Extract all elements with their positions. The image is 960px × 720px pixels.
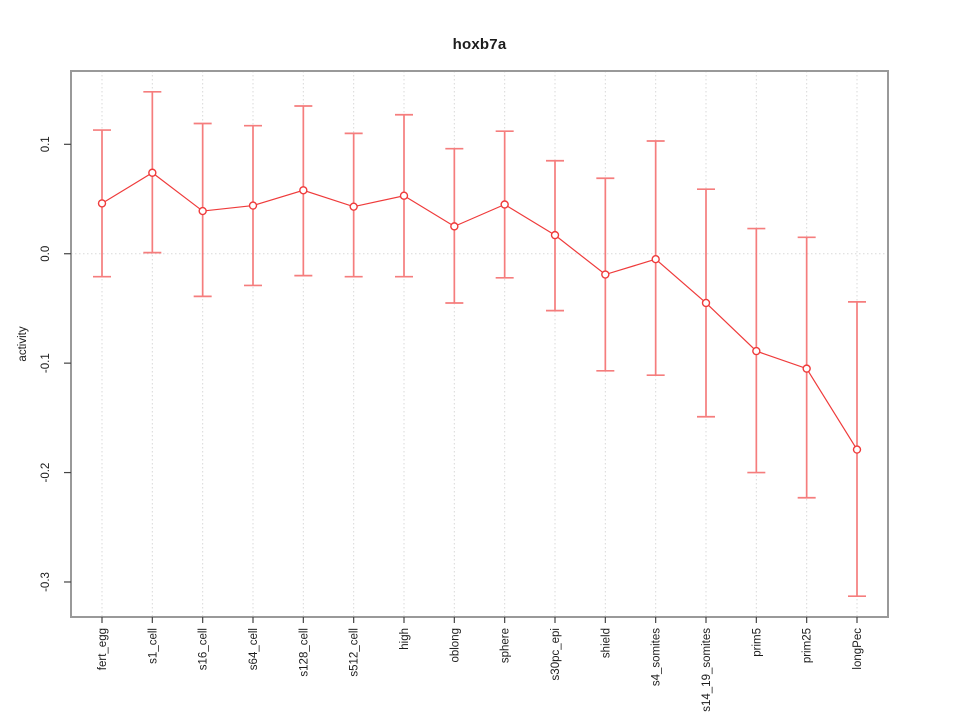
data-point: [450, 222, 459, 231]
x-tick-label: s16_cell: [198, 628, 210, 670]
data-point: [752, 346, 761, 356]
x-tick-label: fert_egg: [97, 628, 109, 670]
data-point: [399, 191, 409, 200]
x-tick-label: s128_cell: [298, 628, 310, 677]
y-tick-label: 0.0: [40, 246, 52, 262]
x-tick-label: s4_somites: [651, 628, 663, 686]
chart-title: hoxb7a: [452, 36, 507, 53]
x-tick-label: s1_cell: [147, 628, 159, 664]
x-tick-label: sphere: [500, 628, 512, 663]
data-point: [148, 168, 157, 177]
data-point: [248, 201, 258, 210]
y-tick-label: -0.2: [40, 463, 52, 483]
data-point: [500, 200, 509, 209]
x-tick-label: oblong: [449, 628, 461, 663]
x-tick-label: prim5: [751, 628, 763, 657]
data-point: [601, 270, 610, 279]
x-tick-label: high: [399, 628, 411, 650]
x-tick-label: s30pc_epi: [550, 628, 562, 680]
x-tick-label: shield: [600, 628, 612, 658]
y-tick-label: -0.1: [40, 353, 52, 373]
data-point: [701, 298, 711, 308]
data-point: [802, 364, 811, 373]
x-tick-label: s14_19_somites: [701, 628, 713, 712]
x-tick-label: s64_cell: [248, 628, 260, 670]
data-point: [97, 199, 107, 208]
series-line: [101, 172, 858, 450]
y-tick-label: 0.1: [40, 136, 52, 152]
x-tick-label: prim25: [802, 628, 814, 663]
data-point: [349, 202, 358, 211]
plot-border: [70, 70, 889, 618]
data-point: [550, 230, 560, 240]
data-point: [651, 255, 660, 264]
data-point: [198, 206, 207, 216]
y-tick-label: -0.3: [40, 572, 52, 592]
x-tick-label: s512_cell: [349, 628, 361, 677]
data-point: [299, 186, 308, 195]
data-point: [852, 445, 862, 454]
x-tick-label: longPec: [852, 628, 864, 670]
